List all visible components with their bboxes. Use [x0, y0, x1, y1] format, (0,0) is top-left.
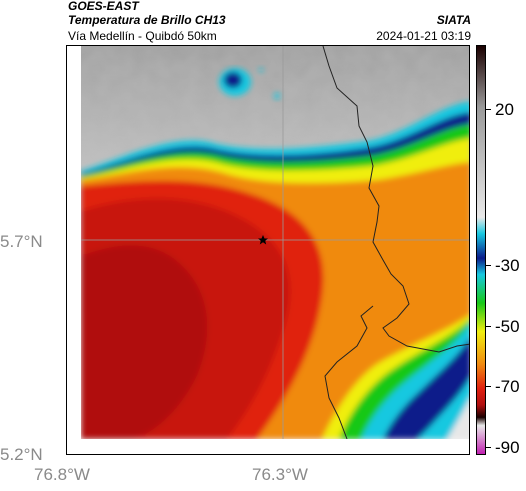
product-title: Temperatura de Brillo CH13 — [68, 13, 226, 27]
colorbar-label-minus50: -50 — [495, 317, 520, 336]
datetime-label: 2024-01-21 03:19 — [376, 29, 471, 43]
longitude-label-left: 76.8°W — [34, 465, 90, 484]
star-icon — [258, 235, 268, 245]
organization-label: SIATA — [436, 13, 471, 27]
colorbar-tick — [486, 447, 491, 448]
colorbar-label-minus30: -30 — [495, 256, 520, 275]
brightness-temperature-field — [81, 46, 469, 439]
colorbar-tick — [486, 265, 491, 266]
colorbar-tick — [486, 386, 491, 387]
latitude-label-top: 5.7°N — [0, 232, 43, 251]
colorbar-tick — [486, 109, 491, 110]
satellite-map[interactable] — [66, 45, 470, 455]
temperature-colorbar — [476, 45, 486, 455]
longitude-label-right: 76.3°W — [252, 465, 308, 484]
colorbar-label-minus90: -90 — [495, 438, 520, 457]
satellite-title: GOES-EAST — [68, 0, 139, 13]
colorbar-tick — [486, 326, 491, 327]
colorbar-label-20: 20 — [495, 100, 514, 119]
latitude-label-bottom: 5.2°N — [0, 445, 43, 464]
route-subtitle: Vía Medellín - Quibdó 50km — [68, 29, 217, 43]
colorbar-label-minus70: -70 — [495, 377, 520, 396]
